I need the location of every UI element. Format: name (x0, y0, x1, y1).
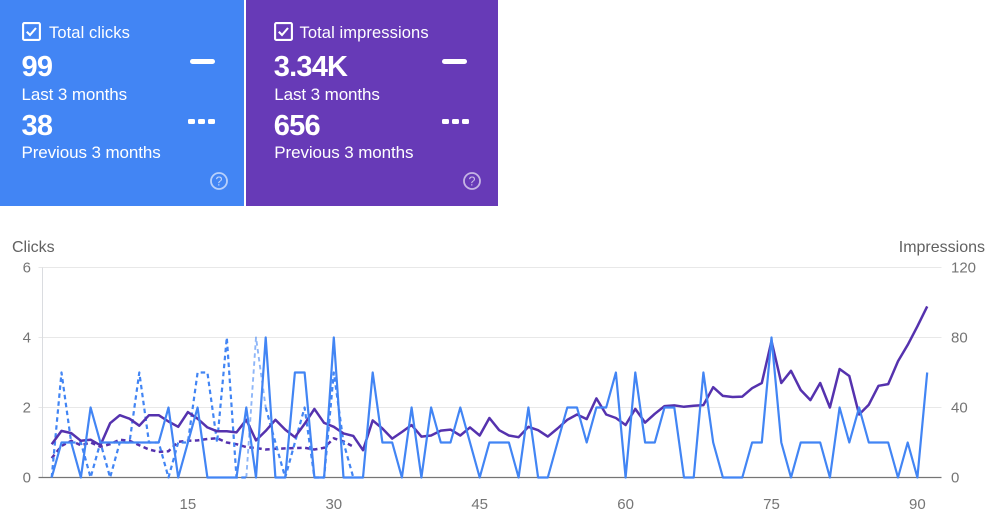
svg-text:4: 4 (23, 330, 31, 347)
svg-text:?: ? (469, 174, 476, 188)
svg-text:2: 2 (23, 400, 31, 417)
svg-text:75: 75 (763, 496, 780, 513)
svg-text:120: 120 (951, 260, 976, 277)
svg-text:15: 15 (180, 496, 197, 513)
svg-text:6: 6 (23, 260, 31, 277)
svg-text:30: 30 (325, 496, 342, 513)
svg-text:90: 90 (909, 496, 926, 513)
svg-text:45: 45 (471, 496, 488, 513)
svg-text:80: 80 (951, 330, 968, 347)
svg-text:Impressions: Impressions (899, 239, 985, 256)
svg-text:0: 0 (951, 470, 959, 487)
svg-text:?: ? (215, 174, 222, 188)
svg-text:Clicks: Clicks (12, 239, 55, 256)
svg-text:0: 0 (23, 470, 31, 487)
svg-text:40: 40 (951, 400, 968, 417)
svg-text:60: 60 (617, 496, 634, 513)
